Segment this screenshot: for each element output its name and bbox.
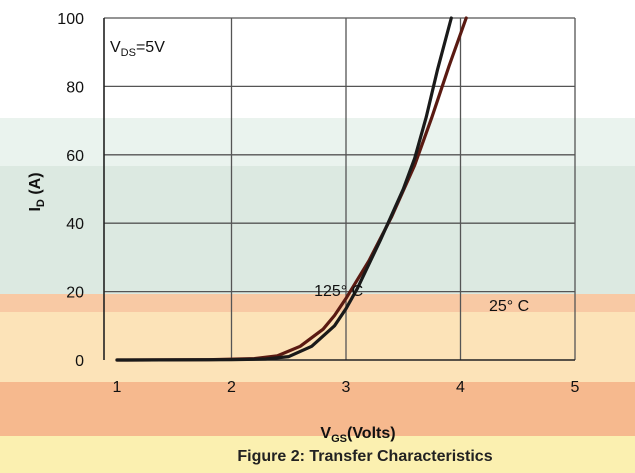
- plot-area-top-white: [104, 18, 554, 118]
- series-annotations: 125° C 25° C: [314, 283, 529, 315]
- annotation-25c: 25° C: [489, 298, 529, 315]
- series-group: [115, 16, 468, 362]
- x-tick-label-2: 2: [227, 379, 236, 396]
- background-band-peach: [0, 294, 635, 312]
- x-tick-label-1: 1: [113, 379, 122, 396]
- annotation-125c: 125° C: [314, 283, 363, 300]
- y-tick-labels: 0 20 40 60 80 100: [57, 11, 84, 370]
- series-line-25c: [115, 16, 453, 362]
- y-tick-label-0: 0: [75, 353, 84, 370]
- y-tick-label-60: 60: [66, 148, 84, 165]
- background-band-green-dark: [0, 166, 635, 294]
- background-band-orange: [0, 382, 635, 436]
- x-tick-labels: 1 2 3 4 5: [113, 379, 580, 396]
- vds-condition-label: VDS=5V: [110, 39, 165, 59]
- y-tick-label-100: 100: [57, 11, 84, 28]
- background-band-cream: [0, 312, 635, 382]
- grid-lines: [104, 17, 576, 360]
- x-tick-label-5: 5: [571, 379, 580, 396]
- y-tick-label-80: 80: [66, 79, 84, 96]
- y-tick-label-20: 20: [66, 285, 84, 302]
- y-tick-label-40: 40: [66, 216, 84, 233]
- background-band-green: [0, 118, 635, 166]
- x-tick-label-4: 4: [456, 379, 465, 396]
- y-axis-label: ID (A): [27, 172, 47, 211]
- background-band-yellow: [0, 436, 635, 473]
- figure-caption: Figure 2: Transfer Characteristics: [237, 448, 492, 465]
- x-axis-label: VGS(Volts): [320, 425, 395, 445]
- x-tick-label-3: 3: [342, 379, 351, 396]
